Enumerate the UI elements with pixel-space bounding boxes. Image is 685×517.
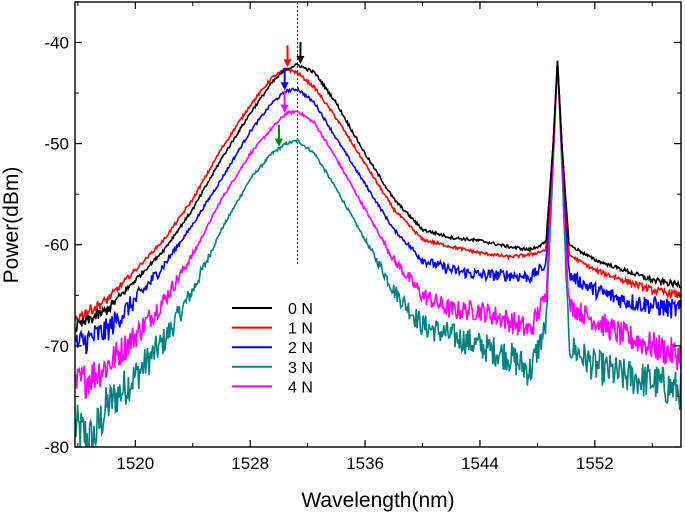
legend-label: 0 N — [288, 301, 313, 318]
y-tick-label: -80 — [44, 438, 69, 457]
x-tick-label: 1536 — [346, 454, 384, 473]
y-tick-label: -70 — [44, 337, 69, 356]
legend-label: 3 N — [288, 360, 313, 377]
x-tick-label: 1544 — [461, 454, 499, 473]
arrow-3n — [274, 124, 283, 147]
legend-item-1n: 1 N — [232, 321, 313, 338]
legend-label: 2 N — [288, 340, 313, 357]
series-line-3n — [75, 60, 681, 447]
legend: 0 N 1 N 2 N 3 N 4 N — [232, 301, 313, 396]
legend-item-2n: 2 N — [232, 340, 313, 357]
x-tick-label: 1528 — [231, 454, 269, 473]
x-axis-title: Wavelength(nm) — [301, 489, 454, 512]
y-axis-title: Power(dBm) — [0, 167, 23, 284]
x-tick-label: 1552 — [576, 454, 614, 473]
legend-label: 4 N — [288, 379, 313, 396]
legend-item-3n: 3 N — [232, 360, 313, 377]
series-line-2n — [75, 60, 681, 355]
arrow-2n — [280, 68, 289, 91]
series-line-1n — [75, 60, 681, 323]
arrow-4n — [280, 90, 289, 113]
legend-label: 1 N — [288, 321, 313, 338]
legend-item-4n: 4 N — [232, 379, 313, 396]
y-tick-label: -40 — [44, 33, 69, 52]
series-line-0n — [75, 60, 681, 334]
arrow-0n — [296, 42, 305, 65]
legend-item-0n: 0 N — [232, 301, 313, 318]
y-tick-label: -50 — [44, 135, 69, 154]
x-tick-label: 1520 — [116, 454, 154, 473]
series-line-4n — [75, 60, 681, 399]
y-tick-label: -60 — [44, 236, 69, 255]
arrow-1n — [283, 45, 292, 68]
plot-frame — [74, 1, 682, 448]
